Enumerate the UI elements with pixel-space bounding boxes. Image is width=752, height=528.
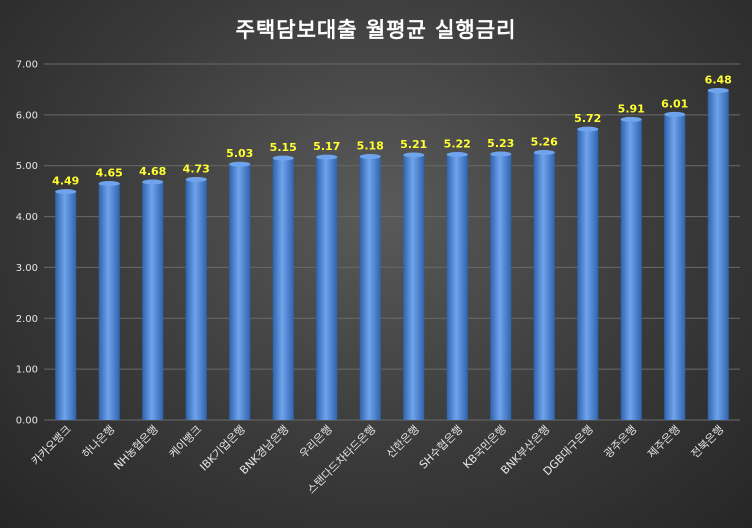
bar: [359, 156, 381, 420]
data-label: 4.68: [139, 165, 166, 178]
bar: [620, 119, 642, 420]
x-tick-label: 전북은행: [689, 423, 727, 461]
data-label: 6.01: [661, 97, 688, 110]
data-label: 5.91: [618, 102, 645, 115]
bar-cap: [229, 161, 251, 167]
x-tick-label: 하나은행: [79, 422, 118, 461]
bar: [185, 179, 207, 420]
x-tick-label: NH농협은행: [111, 423, 160, 472]
y-tick-label: 5.00: [16, 161, 38, 172]
bar-cap: [98, 181, 120, 187]
bar-cap: [142, 179, 164, 185]
x-tick-label: 신한은행: [384, 423, 422, 461]
bar-cap: [185, 176, 207, 182]
bar: [316, 157, 338, 420]
x-tick-label: SH수협은행: [417, 423, 466, 472]
y-tick-label: 1.00: [16, 365, 38, 376]
bar-cap: [577, 126, 599, 132]
bar: [403, 155, 425, 420]
bar-cap: [533, 149, 555, 155]
bar-cap: [272, 155, 294, 161]
bar-cap: [620, 116, 642, 122]
data-label: 5.23: [487, 137, 514, 150]
bar-cap: [446, 152, 468, 158]
bar-cap: [55, 189, 77, 195]
x-tick-label: 카카오뱅크: [29, 423, 74, 468]
bar: [229, 164, 251, 420]
y-tick-label: 4.00: [16, 212, 38, 223]
bar: [664, 114, 686, 420]
y-tick-label: 3.00: [16, 263, 38, 274]
bar: [446, 154, 468, 421]
bar: [272, 158, 294, 421]
data-label: 5.21: [400, 138, 427, 151]
bar-layer: [55, 87, 729, 421]
bar: [533, 152, 555, 420]
y-tick-label: 7.00: [16, 60, 38, 71]
data-label: 5.22: [444, 138, 471, 151]
bar-cap: [664, 111, 686, 117]
data-label: 4.49: [52, 175, 79, 188]
x-tick-label: 광주은행: [602, 423, 640, 461]
data-label: 5.17: [313, 140, 340, 153]
bar: [707, 90, 729, 421]
data-label: 6.48: [705, 73, 732, 86]
bar-cap: [316, 154, 338, 160]
chart-title: 주택담보대출 월평균 실행금리: [235, 18, 517, 42]
x-tick-label: 제주은행: [645, 423, 683, 461]
bar-cap: [403, 152, 425, 158]
y-tick-label: 2.00: [16, 314, 38, 325]
data-label: 4.73: [183, 162, 210, 175]
bar: [577, 129, 599, 420]
data-label: 4.65: [96, 167, 123, 180]
bar-cap: [490, 151, 512, 157]
x-tick-label: 우리은행: [297, 423, 335, 461]
bar: [142, 181, 164, 420]
data-label: 5.26: [531, 135, 558, 148]
bar: [490, 154, 512, 420]
x-tick-label: 케이뱅크: [167, 423, 205, 461]
bar: [98, 183, 120, 420]
data-label: 5.72: [574, 112, 601, 125]
data-label: 5.15: [270, 141, 297, 154]
bar-cap: [359, 154, 381, 160]
bar-cap: [707, 87, 729, 93]
bar: [55, 191, 77, 420]
y-tick-label: 6.00: [16, 110, 38, 121]
data-label: 5.18: [357, 140, 384, 153]
data-label: 5.03: [226, 147, 253, 160]
y-tick-label: 0.00: [16, 416, 38, 427]
